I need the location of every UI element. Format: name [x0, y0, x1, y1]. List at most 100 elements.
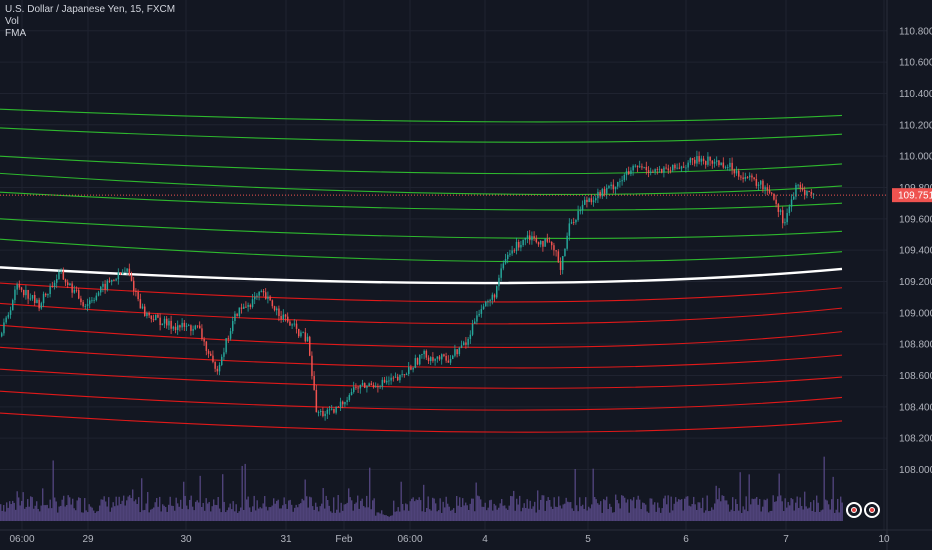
volume-bar: [819, 511, 821, 521]
time-tick-label: 06:00: [397, 534, 422, 545]
volume-bar: [594, 496, 596, 521]
volume-bar: [781, 501, 783, 521]
volume-bar: [448, 506, 450, 521]
volume-bar: [312, 506, 314, 521]
candle-body: [256, 295, 258, 297]
candle-body: [119, 272, 122, 275]
candle-body: [476, 315, 478, 322]
volume-bar: [207, 503, 209, 521]
candle-body: [386, 380, 388, 383]
volume-bar: [508, 505, 510, 521]
volume-bar: [723, 495, 725, 521]
volume-bar: [85, 510, 87, 521]
candle-body: [722, 162, 725, 168]
volume-bar: [435, 503, 437, 521]
candle-body: [128, 268, 131, 276]
candle-body: [555, 250, 557, 252]
fma-indicator-label[interactable]: FMA: [5, 28, 27, 39]
candle-body: [522, 239, 524, 246]
volume-bar: [543, 495, 545, 521]
volume-bar: [661, 508, 663, 521]
candle-body: [520, 245, 522, 248]
volume-bar: [562, 504, 564, 521]
candle-body: [183, 322, 186, 327]
candle-body: [190, 325, 192, 331]
volume-bar: [258, 508, 260, 521]
volume-bar: [292, 511, 294, 521]
volume-bar: [271, 505, 273, 521]
candle-body: [784, 222, 786, 224]
volume-bar: [57, 512, 59, 521]
volume-bar: [553, 497, 555, 521]
volume-bar: [105, 501, 107, 521]
candle-body: [174, 326, 177, 331]
volume-bar: [106, 506, 108, 521]
candle-body: [93, 300, 95, 301]
candle-body: [227, 338, 230, 339]
candle-body: [31, 295, 34, 299]
volume-bar: [301, 498, 303, 521]
fma-band-line: [0, 346, 843, 369]
volume-bar: [586, 510, 588, 521]
candle-body: [372, 385, 375, 388]
candle-body: [106, 280, 109, 290]
symbol-title[interactable]: U.S. Dollar / Japanese Yen, 15, FXCM: [5, 4, 176, 15]
volume-bar: [108, 497, 110, 521]
volume-bar: [135, 499, 137, 521]
volume-bar: [736, 504, 738, 521]
volume-bar: [681, 499, 683, 521]
candle-body: [764, 187, 766, 190]
candle-body: [331, 408, 333, 410]
candle-body: [271, 300, 274, 307]
event-marker-icon[interactable]: [864, 502, 880, 518]
candle-body: [214, 361, 216, 369]
candle-body: [238, 307, 241, 317]
candle-body: [9, 310, 12, 315]
candle-body: [779, 210, 782, 212]
volume-bar: [87, 512, 89, 521]
volume-bar: [294, 507, 296, 521]
candle-body: [102, 283, 104, 287]
candle-body: [496, 286, 498, 298]
volume-bar: [15, 509, 17, 521]
candle-body: [278, 308, 280, 317]
volume-bar: [37, 508, 39, 521]
volume-bar: [268, 507, 270, 521]
event-marker-icon[interactable]: [846, 502, 862, 518]
candle-body: [683, 166, 685, 168]
price-tick-label: 109.400: [899, 246, 932, 257]
candle-body: [64, 279, 67, 283]
volume-bar: [100, 499, 102, 521]
volume-bar: [775, 501, 777, 521]
candle-body: [584, 199, 586, 205]
volume-bar: [132, 489, 134, 521]
volume-bar: [576, 505, 578, 521]
candle-body: [282, 314, 285, 320]
candle-body: [489, 299, 491, 301]
volume-bar: [801, 506, 803, 521]
candle-body: [280, 316, 282, 320]
candle-body: [806, 191, 808, 196]
volume-bar: [163, 505, 165, 521]
candle-body: [650, 171, 652, 173]
candle-body: [676, 167, 678, 169]
volume-bar: [606, 496, 608, 521]
volume-bar: [631, 500, 633, 521]
volume-bar: [220, 512, 222, 521]
candle-body: [392, 377, 395, 379]
candle-body: [592, 200, 595, 203]
volume-bar: [754, 498, 756, 521]
candle-body: [460, 345, 463, 348]
volume-bar: [732, 497, 734, 521]
volume-bar: [369, 467, 371, 521]
candle-body: [91, 300, 93, 302]
volume-bar: [696, 509, 698, 521]
candle-body: [463, 342, 465, 346]
vol-indicator-label[interactable]: Vol: [5, 16, 19, 27]
volume-bar: [348, 488, 350, 521]
volume-bar: [687, 496, 689, 521]
candle-body: [738, 170, 740, 177]
candle-body: [291, 324, 293, 326]
